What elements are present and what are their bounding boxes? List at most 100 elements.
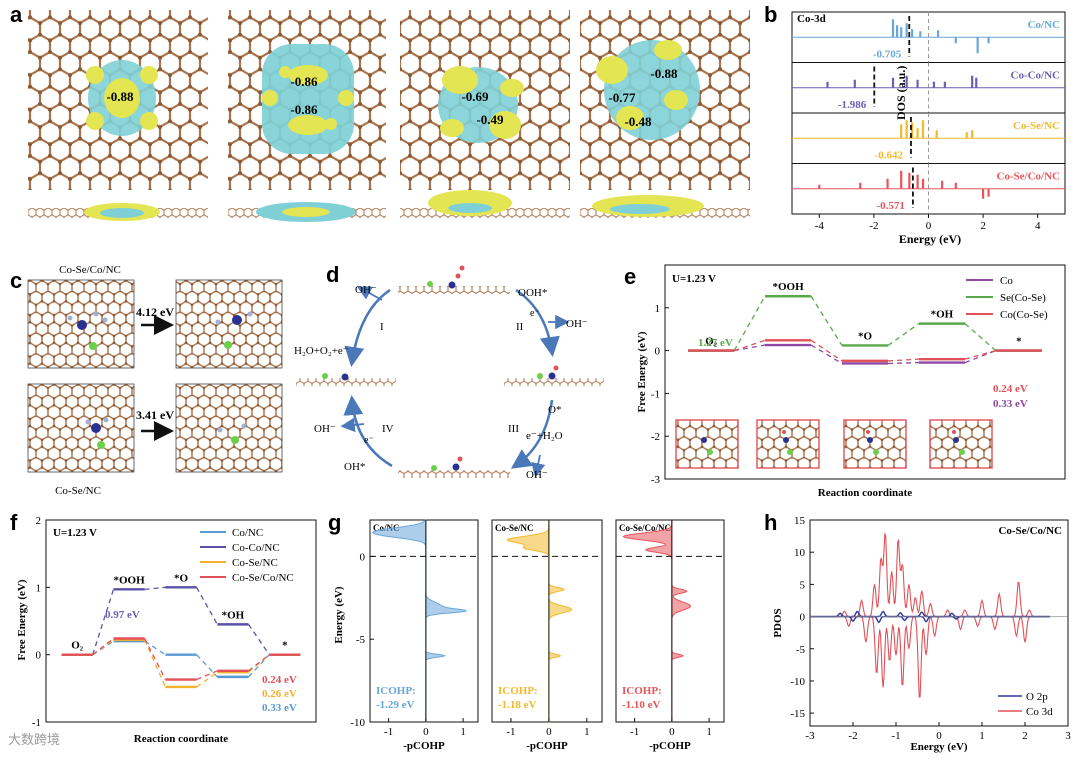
panel-c-letter: c: [10, 268, 22, 293]
f-plot: O₂ *OOH *O *OH *: [61, 572, 301, 689]
d-step-II: II: [516, 321, 524, 333]
energy-connector: [810, 295, 843, 346]
h-ytick-label: -10: [790, 676, 805, 688]
panel-b: b DOS (a.u.) Co/NC-0.705Co-Co/NC-1.986Co…: [764, 2, 1066, 246]
g-ytick-label: -10: [350, 717, 365, 729]
h-xtick-label: 0: [936, 730, 942, 742]
energy-connector: [887, 323, 920, 346]
b-xtick-label: 0: [926, 220, 932, 232]
energy-connector: [733, 295, 766, 351]
ytick-label: -2: [651, 431, 660, 443]
d-ooh-star: OOH*: [518, 287, 547, 299]
panel-a-side-views: [28, 190, 750, 222]
f-title: U=1.23 V: [53, 527, 97, 539]
d-e-h2o: e⁻+H₂O: [526, 430, 563, 442]
icohp-title: ICOHP:: [622, 685, 662, 697]
panel-d: d OH⁻ I OOH* e⁻ OH⁻ II H₂O+O₂+e⁻ O* III …: [294, 262, 604, 481]
state-label: *OOH: [113, 574, 145, 586]
energy-connector: [964, 349, 996, 360]
e-structures: [675, 419, 993, 469]
panel-c: c Co-Se/Co/NC 4.12 eV 3.41 eV Co-Se/NC: [10, 264, 283, 497]
state-label: *OOH: [772, 281, 804, 293]
panel-g-letter: g: [328, 510, 341, 535]
d-oh-star: OH*: [344, 461, 365, 473]
h-xtick-label: -3: [805, 730, 815, 742]
ytick-label: 1: [36, 582, 42, 594]
e-legend-label: Co(Co-Se): [1000, 309, 1048, 321]
dos-row-name: Co/NC: [1028, 19, 1060, 31]
d-band-center-value: -1.986: [838, 99, 867, 111]
e-legend: Co Se(Co-Se) Co(Co-Se): [966, 275, 1048, 321]
panel-a-slab-1: -0.88: [28, 10, 208, 190]
d-oh-III: OH⁻: [526, 469, 548, 481]
ytick-label: 1: [655, 303, 661, 315]
c-bottom-energy: 3.41 eV: [136, 408, 174, 422]
g-xlabel: -pCOHP: [649, 740, 691, 752]
panel-f: f U=1.23 V Free Energy (eV) Reaction coo…: [10, 510, 317, 745]
g-xtick-label: 0: [423, 726, 429, 738]
d-step-I: I: [380, 321, 384, 333]
energy-connector: [964, 323, 997, 352]
g-xtick-label: -1: [630, 726, 639, 738]
icohp-value: -1.18 eV: [498, 699, 537, 711]
e-ylabel: Free Energy (eV): [636, 331, 648, 412]
f-legend-label: Co-Se/Co/NC: [232, 572, 294, 584]
f-barrier-purple: 0.97 eV: [105, 609, 140, 621]
icohp-title: ICOHP:: [498, 685, 538, 697]
energy-connector: [196, 587, 218, 625]
state-label: *: [1016, 336, 1022, 348]
dos-row-name: Co-Se/Co/NC: [996, 171, 1060, 183]
charge-label: -0.88: [106, 89, 134, 104]
energy-connector: [196, 671, 218, 688]
panel-a: a -0.88 -0.86 -0.86 -0.69 -0.49: [10, 2, 750, 222]
panel-a-letter: a: [10, 2, 23, 27]
panel-h-letter: h: [764, 510, 777, 535]
f-xlabel: Reaction coordinate: [134, 733, 229, 745]
g-frame: [369, 519, 479, 723]
panel-h: h Co-Se/Co/NC PDOS Energy (eV) -3 -2 -1 0 1 2…: [764, 510, 1071, 753]
h-legend-label: Co 3d: [1026, 706, 1053, 718]
charge-label: -0.88: [650, 66, 678, 81]
energy-connector: [734, 339, 766, 352]
d-oh-top-left: OH⁻: [355, 284, 377, 296]
e-yticks: 1 0 -1 -2 -3: [651, 303, 669, 486]
c-top-label: Co-Se/Co/NC: [59, 264, 121, 276]
f-barrier-yellow: 0.26 eV: [262, 688, 297, 700]
charge-label: -0.49: [476, 112, 504, 127]
g-ylabel: Energy (eV): [333, 586, 345, 643]
ytick-label: -1: [651, 388, 660, 400]
h-ytick-label: -5: [796, 644, 806, 656]
c-bottom-label: Co-Se/NC: [55, 485, 101, 497]
h-xtick-label: 2: [1022, 730, 1028, 742]
dos-rows: Co/NC -0.705 Co-Co/NC -1.986 Co-Se/NC -0.642 C…: [791, 11, 1066, 215]
energy-connector: [92, 589, 115, 655]
dos-row-name: Co-Se/NC: [1013, 120, 1060, 132]
h-xtick-label: -1: [891, 730, 900, 742]
d-slab-right: [504, 365, 604, 386]
watermark: 大数跨境: [8, 732, 60, 747]
panel-d-letter: d: [326, 262, 339, 287]
h-ylabel: PDOS: [772, 608, 784, 637]
energy-connector: [144, 640, 166, 656]
pdos-curve: [810, 532, 1050, 618]
g-xtick-label: 1: [706, 726, 712, 738]
g-xtick-label: -1: [506, 726, 515, 738]
f-legend-label: Co-Se/NC: [232, 557, 278, 569]
energy-connector: [964, 349, 997, 364]
f-ylabel: Free Energy (eV): [16, 579, 28, 660]
g-frame: [491, 519, 603, 723]
h-ytick-label: 15: [794, 515, 806, 527]
panel-a-slab-3: -0.69 -0.49: [400, 10, 570, 190]
h-plot: [810, 532, 1068, 698]
d-h2o-o2: H₂O+O₂+e⁻: [294, 345, 349, 357]
h-ytick-label: 5: [800, 579, 806, 591]
d-o-star: O*: [548, 404, 561, 416]
e-legend-label: Co: [1000, 275, 1013, 287]
charge-label: -0.86: [290, 74, 318, 89]
g-frame: [615, 519, 725, 723]
panel-e-letter: e: [624, 264, 636, 289]
charge-label: -0.77: [608, 90, 636, 105]
energy-connector: [196, 670, 218, 681]
